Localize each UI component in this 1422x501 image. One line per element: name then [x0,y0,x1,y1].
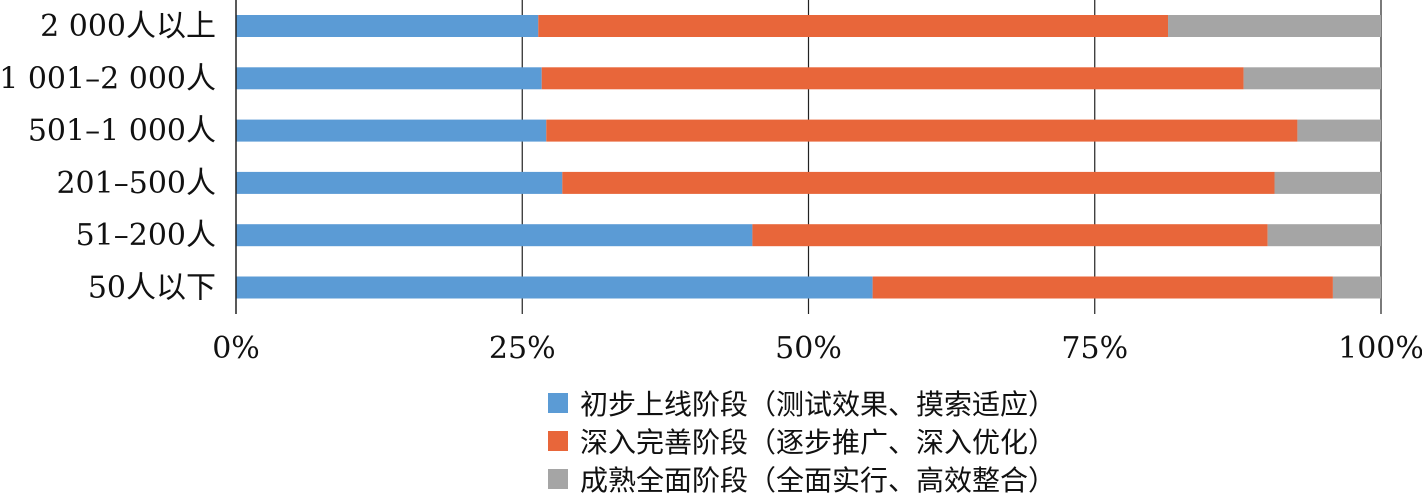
x-tick-label: 50% [775,331,842,366]
legend-label-deepening: 深入完善阶段（逐步推广、深入优化） [580,426,1057,459]
bar-segment-row5-series1 [872,276,1333,299]
bar-segment-row1-series1 [541,67,1244,90]
bar-segment-row2-series1 [546,119,1298,142]
bar-segment-row5-series2 [1332,276,1381,299]
bar-segment-row4-series2 [1267,224,1381,247]
x-axis-labels: 0% 25% 50% 75% 100% [212,331,1422,366]
legend-label-initial: 初步上线阶段（测试效果、摸索适应） [580,388,1057,421]
y-tick-label: 51–200人 [76,218,216,253]
legend-item-initial: 初步上线阶段（测试效果、摸索适应） [548,384,1248,422]
y-tick-label: 2 000人以上 [40,9,216,44]
bar-segment-row4-series0 [236,224,753,247]
bar-segment-row3-series0 [236,171,563,194]
bar-segment-row0-series1 [538,15,1169,37]
y-tick-label: 50人以下 [88,271,216,306]
legend-swatch-mature [548,469,568,489]
bar-segment-row1-series0 [236,67,542,90]
bar-segment-row2-series0 [236,119,547,142]
x-tick-label: 75% [1061,331,1128,366]
legend: 初步上线阶段（测试效果、摸索适应） 深入完善阶段（逐步推广、深入优化） 成熟全面… [548,384,1248,498]
x-tick-label: 100% [1338,331,1422,366]
stacked-bar-chart: 2 000人以上 1 001–2 000人 501–1 000人 201–500人 51… [0,0,1422,366]
legend-swatch-deepening [548,431,568,451]
legend-item-deepening: 深入完善阶段（逐步推广、深入优化） [548,422,1248,460]
gridlines [521,0,1382,314]
y-tick-label: 201–500人 [56,166,216,201]
bar-segment-row0-series0 [236,15,539,37]
legend-swatch-initial [548,393,568,413]
legend-label-mature: 成熟全面阶段（全面实行、高效整合） [580,464,1057,497]
x-tick-label: 0% [212,331,260,366]
bar-segment-row0-series2 [1168,15,1381,37]
bar-segment-row3-series1 [562,171,1275,194]
bar-segment-row2-series2 [1297,119,1381,142]
bar-segment-row4-series1 [752,224,1268,247]
legend-item-mature: 成熟全面阶段（全面实行、高效整合） [548,460,1248,498]
y-tick-label: 1 001–2 000人 [0,61,216,96]
bar-segment-row3-series2 [1274,171,1381,194]
y-axis-labels: 2 000人以上 1 001–2 000人 501–1 000人 201–500人 51… [0,9,216,306]
bars [236,15,1381,299]
y-tick-label: 501–1 000人 [28,114,216,149]
bar-segment-row5-series0 [236,276,873,299]
bar-segment-row1-series2 [1243,67,1381,90]
x-tick-label: 25% [489,331,556,366]
